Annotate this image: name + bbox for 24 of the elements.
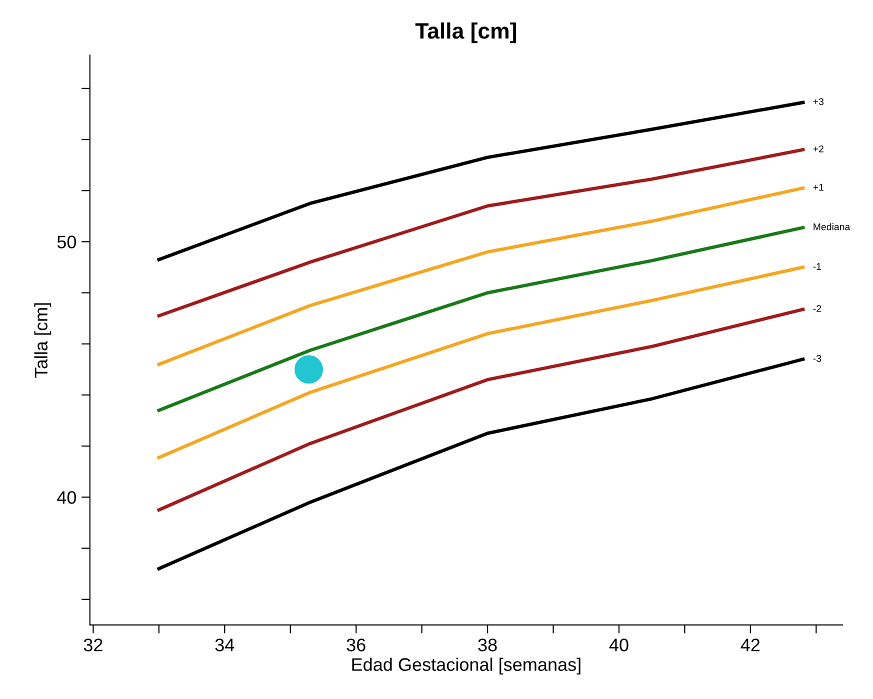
line-series (157, 358, 805, 570)
y-tick-label: 50 (57, 236, 76, 248)
series-label: -2 (813, 305, 822, 312)
line-series (157, 226, 805, 412)
x-tick-label: 40 (609, 638, 628, 652)
chart-title: Talla [cm] (415, 22, 516, 44)
line-series (157, 308, 805, 512)
x-axis-title: Edad Gestacional [semanas] (352, 658, 580, 675)
series-label: Mediana (814, 223, 850, 230)
x-tick-label: 32 (84, 638, 102, 652)
y-axis-title: Talla [cm] (34, 303, 52, 378)
x-tick-label: 38 (478, 638, 497, 652)
series-label: +3 (813, 98, 824, 106)
line-series (157, 186, 805, 366)
x-tick-label: 36 (346, 638, 366, 652)
series-label: -3 (813, 354, 822, 362)
series-label: +2 (813, 145, 824, 152)
x-tick-label: 42 (740, 638, 760, 652)
line-series (157, 148, 805, 318)
series-label: -1 (813, 263, 822, 270)
x-tick-label: 34 (215, 638, 234, 652)
line-series (157, 100, 805, 262)
line-series (157, 266, 805, 460)
series-label: +1 (813, 184, 824, 191)
